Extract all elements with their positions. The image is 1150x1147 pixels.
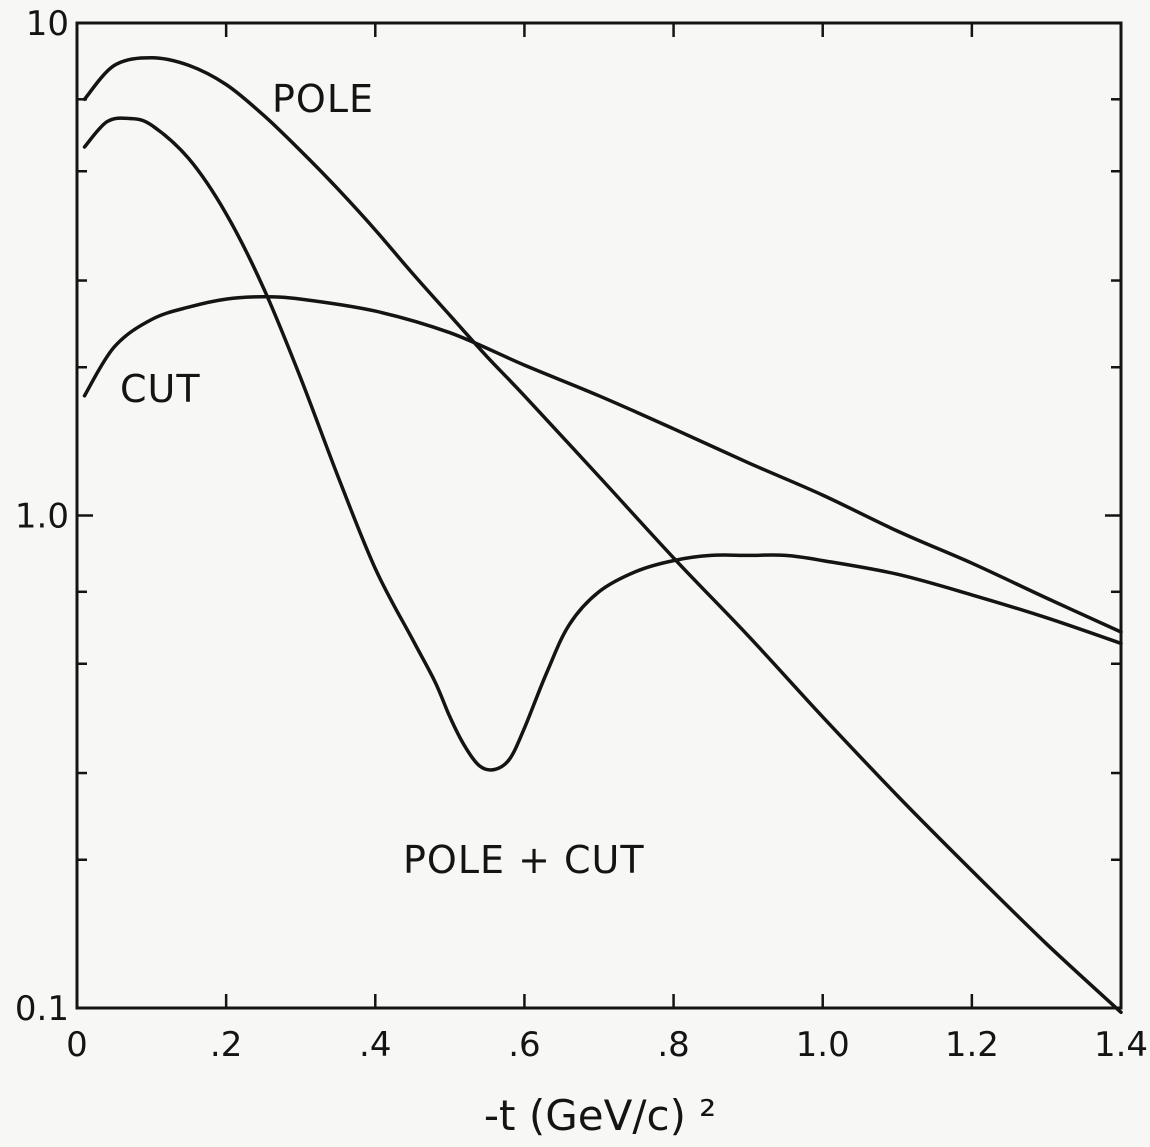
series-pole-plus-cut bbox=[82, 116, 1123, 772]
curve-label-pole-plus-cut: POLE + CUT bbox=[403, 838, 645, 882]
series-curves bbox=[82, 56, 1123, 1015]
x-tick-label: 1.4 bbox=[1094, 1025, 1148, 1065]
y-tick-label: 0.1 bbox=[15, 989, 69, 1029]
axis-ticks bbox=[75, 21, 1123, 1010]
x-tick-label: .2 bbox=[210, 1025, 242, 1065]
y-tick-label: 10 bbox=[26, 4, 69, 44]
x-tick-label: 0 bbox=[66, 1025, 88, 1065]
x-tick-label: .6 bbox=[508, 1025, 540, 1065]
curve-label-pole: POLE bbox=[272, 77, 374, 121]
curve-label-cut: CUT bbox=[120, 367, 201, 411]
y-tick-label: 1.0 bbox=[15, 497, 69, 537]
series-cut bbox=[82, 295, 1123, 634]
x-tick-label: .8 bbox=[657, 1025, 689, 1065]
x-axis-label: -t (GeV/c) ² bbox=[484, 1091, 716, 1140]
axis-tick-labels: 0 .2 .4 .6 .8 1.0 1.2 1.4 0.1 1.0 10 bbox=[15, 4, 1148, 1065]
series-pole bbox=[82, 56, 1123, 1015]
x-tick-label: 1.2 bbox=[945, 1025, 999, 1065]
x-tick-label: 1.0 bbox=[796, 1025, 850, 1065]
x-tick-label: .4 bbox=[359, 1025, 391, 1065]
